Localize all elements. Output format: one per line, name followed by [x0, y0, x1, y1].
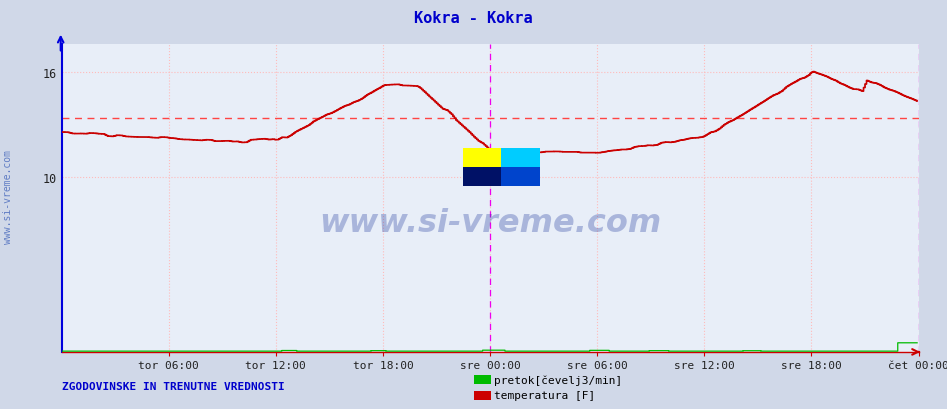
Bar	[501, 168, 540, 187]
Text: temperatura [F]: temperatura [F]	[494, 391, 596, 400]
Text: ZGODOVINSKE IN TRENUTNE VREDNOSTI: ZGODOVINSKE IN TRENUTNE VREDNOSTI	[62, 381, 284, 391]
Bar	[463, 168, 501, 187]
Text: pretok[čevelj3/min]: pretok[čevelj3/min]	[494, 375, 622, 385]
Text: www.si-vreme.com: www.si-vreme.com	[3, 149, 12, 243]
Text: Kokra - Kokra: Kokra - Kokra	[414, 11, 533, 26]
Bar	[501, 148, 540, 168]
Bar	[463, 148, 501, 168]
Text: www.si-vreme.com: www.si-vreme.com	[319, 207, 661, 238]
